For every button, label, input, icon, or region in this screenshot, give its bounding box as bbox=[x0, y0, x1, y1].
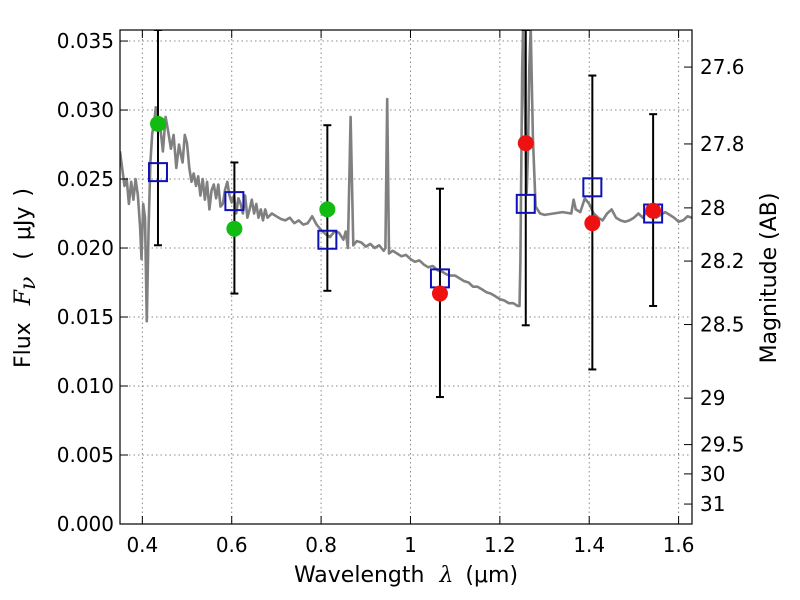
y-axis-label-unit: μJy bbox=[11, 207, 36, 241]
y2-tick-label-1: 27.8 bbox=[700, 132, 745, 156]
model-box-5 bbox=[582, 177, 603, 198]
y-tick-label-3: 0.015 bbox=[57, 305, 114, 329]
plot-frame bbox=[119, 29, 693, 525]
y-axis-label: Flux Fν ( μJy ) bbox=[11, 188, 41, 368]
y2-tick-label-7: 30 bbox=[700, 462, 725, 486]
y2-axis-label: Magnitude (AB) bbox=[757, 193, 782, 364]
x-tick-label-2: 0.8 bbox=[305, 533, 337, 557]
tick-marks bbox=[120, 30, 692, 525]
y2-tick-label-4: 28.5 bbox=[700, 313, 745, 337]
y-tick-label-2: 0.010 bbox=[57, 374, 114, 398]
errorbar-layer bbox=[153, 30, 658, 399]
spectrum-layer bbox=[120, 30, 692, 323]
y-tick-label-1: 0.005 bbox=[57, 443, 114, 467]
y-tick-label-7: 0.035 bbox=[57, 29, 114, 53]
y2-tick-label-6: 29.5 bbox=[700, 433, 745, 457]
error-bar-4 bbox=[521, 30, 530, 327]
y-tick-label-0: 0.000 bbox=[57, 512, 114, 536]
detection-point-5 bbox=[584, 215, 601, 232]
model-box-layer bbox=[147, 162, 664, 289]
model-box-2 bbox=[317, 229, 338, 250]
x-tick-label-0: 0.4 bbox=[126, 533, 158, 557]
detection-point-6 bbox=[645, 202, 662, 219]
x-tick-label-4: 1.2 bbox=[484, 533, 516, 557]
model-box-1 bbox=[224, 191, 245, 212]
model-spectrum-line bbox=[120, 30, 692, 323]
y2-tick-label-8: 31 bbox=[700, 492, 725, 516]
y2-tick-label-2: 28 bbox=[700, 196, 725, 220]
x-axis-label-unit-close: ) bbox=[509, 563, 518, 588]
detection-point-2 bbox=[319, 201, 336, 218]
detection-point-4 bbox=[517, 135, 534, 152]
y-tick-label-4: 0.020 bbox=[57, 236, 114, 260]
y2-tick-labels: 27.6 27.8 28 28.2 28.5 29 29.5 30 31 bbox=[700, 55, 745, 516]
x-tick-labels: 0.4 0.6 0.8 1 1.2 1.4 1.6 bbox=[126, 533, 694, 557]
detection-point-1 bbox=[226, 220, 243, 237]
x-axis-label-unit-open: ( bbox=[465, 563, 474, 588]
y-axis-label-unit-close: ) bbox=[11, 188, 36, 197]
x-axis-label: Wavelength λ (μm) bbox=[294, 563, 518, 588]
y-tick-labels: 0.000 0.005 0.010 0.015 0.020 0.025 0.030 0.035 bbox=[57, 29, 114, 536]
x-tick-label-1: 0.6 bbox=[216, 533, 248, 557]
y-axis-label-subscript: ν bbox=[16, 277, 41, 290]
y-tick-label-5: 0.025 bbox=[57, 167, 114, 191]
x-tick-label-6: 1.6 bbox=[663, 533, 695, 557]
y-axis-label-text: Flux bbox=[11, 322, 36, 368]
error-bar-0 bbox=[153, 30, 162, 247]
x-axis-label-text: Wavelength bbox=[294, 563, 425, 588]
detection-point-3 bbox=[431, 285, 448, 302]
y-axis-label-unit-open: ( bbox=[11, 251, 36, 260]
x-axis-label-unit: μm bbox=[474, 563, 509, 588]
x-tick-label-5: 1.4 bbox=[573, 533, 605, 557]
y-axis-label-symbol: F bbox=[11, 289, 36, 306]
x-tick-label-3: 1 bbox=[404, 533, 417, 557]
detection-point-0 bbox=[149, 115, 166, 132]
x-axis-label-symbol: λ bbox=[438, 563, 453, 588]
model-box-0 bbox=[147, 162, 168, 183]
detection-layer bbox=[149, 115, 662, 302]
y2-tick-label-0: 27.6 bbox=[700, 55, 745, 79]
y2-tick-label-5: 29 bbox=[700, 386, 725, 410]
y2-tick-label-3: 28.2 bbox=[700, 249, 745, 273]
y-tick-label-6: 0.030 bbox=[57, 98, 114, 122]
grid-lines bbox=[120, 30, 692, 525]
model-box-4 bbox=[515, 193, 536, 214]
